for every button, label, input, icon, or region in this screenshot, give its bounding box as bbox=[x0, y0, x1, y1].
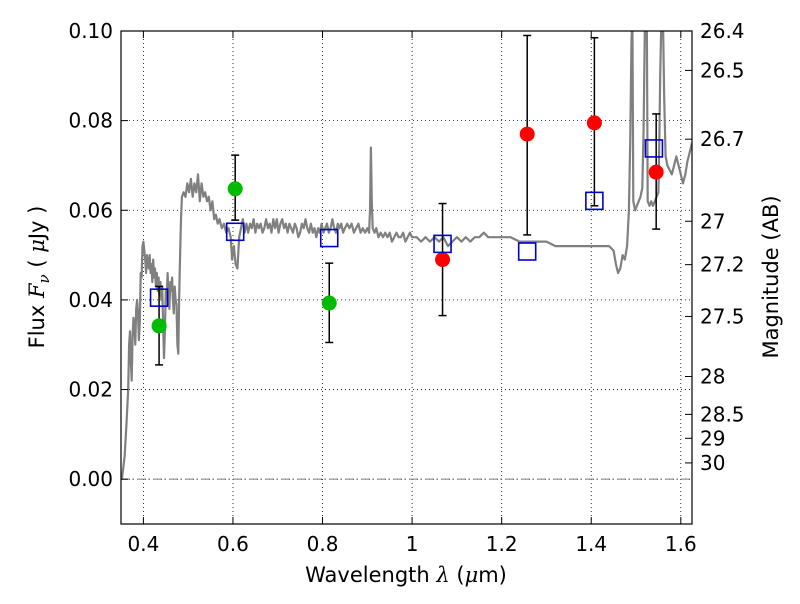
x-tick-label: 0.6 bbox=[217, 532, 249, 556]
x-tick-labels: 0.4 0.6 0.8 1 1.2 1.4 1.6 bbox=[127, 532, 696, 556]
x-axis-label: Wavelength λ (μm) bbox=[305, 563, 507, 587]
x-tick-label: 0.4 bbox=[127, 532, 159, 556]
red-photometry-point bbox=[519, 126, 535, 142]
model-flux-square bbox=[644, 139, 664, 158]
y2-tick-label: 26.7 bbox=[700, 127, 745, 151]
y2-tick-label: 30 bbox=[700, 451, 725, 475]
y2-tick-label: 29 bbox=[700, 426, 725, 450]
model-flux-square bbox=[517, 242, 537, 261]
y2-tick-label: 28.5 bbox=[700, 402, 745, 426]
x-tick-label: 1 bbox=[406, 532, 419, 556]
y2-tick-label: 28 bbox=[700, 365, 725, 389]
x-tick-label: 1.4 bbox=[575, 532, 607, 556]
y2-tick-label: 26.5 bbox=[700, 58, 745, 82]
x-axis-label-unit-open: ( bbox=[450, 563, 465, 587]
y-tick-label: 0.00 bbox=[68, 467, 113, 491]
x-tick-label: 0.8 bbox=[307, 532, 339, 556]
model-flux-square bbox=[585, 191, 604, 211]
y-tick-label: 0.02 bbox=[68, 378, 113, 402]
x-axis-label-unit-symbol: μ bbox=[465, 563, 479, 587]
y-tick-label: 0.06 bbox=[68, 198, 113, 222]
x-tick-label: 1.2 bbox=[486, 532, 518, 556]
axis-ticks bbox=[121, 30, 692, 524]
y-tick-label: 0.04 bbox=[68, 288, 113, 312]
grid-lines bbox=[121, 30, 692, 524]
green-photometry-point bbox=[227, 181, 243, 197]
y2-tick-label: 27.5 bbox=[700, 304, 745, 328]
y-axis-label: Flux Fν ( μJy ) bbox=[25, 206, 53, 349]
green-photometry-point bbox=[321, 295, 337, 311]
model-squares-layer bbox=[149, 139, 664, 307]
red-photometry-point bbox=[435, 252, 451, 268]
green-photometry-point bbox=[151, 318, 167, 334]
model-spectrum-line bbox=[121, 31, 692, 480]
y-tick-label: 0.10 bbox=[68, 19, 113, 43]
y-axis-label-symbol: F bbox=[25, 282, 49, 299]
photometry-points-layer bbox=[151, 115, 664, 334]
y2-tick-label: 27.2 bbox=[700, 253, 745, 277]
y2-tick-label: 26.4 bbox=[700, 19, 745, 43]
x-axis-label-unit-close: m) bbox=[478, 563, 507, 587]
x-axis-label-prefix: Wavelength bbox=[305, 563, 436, 587]
red-photometry-point bbox=[586, 115, 602, 131]
y-axis-label-subscript: ν bbox=[35, 274, 53, 283]
model-flux-square bbox=[149, 288, 169, 307]
y-axis-label-unit-open: ( bbox=[25, 253, 49, 275]
y-tick-labels: 0.00 0.02 0.04 0.06 0.08 0.10 bbox=[68, 19, 113, 491]
y-tick-label: 0.08 bbox=[68, 109, 113, 133]
plot-frame bbox=[120, 30, 693, 525]
model-flux-square bbox=[319, 228, 339, 248]
y-axis-label-unit-symbol: μ bbox=[25, 239, 49, 253]
y2-tick-label: 27 bbox=[700, 209, 725, 233]
model-flux-square bbox=[433, 234, 452, 254]
x-axis-label-symbol: λ bbox=[435, 563, 449, 587]
errorbar-layer bbox=[155, 34, 661, 366]
y-axis-label-prefix: Flux bbox=[25, 298, 49, 348]
model-flux-square bbox=[225, 222, 245, 242]
spectrum-layer bbox=[121, 31, 692, 480]
x-tick-label: 1.6 bbox=[665, 532, 697, 556]
red-photometry-point bbox=[648, 164, 664, 180]
y2-axis-label: Magnitude (AB) bbox=[759, 195, 783, 358]
y-axis-label-unit-close: Jy ) bbox=[25, 206, 49, 242]
